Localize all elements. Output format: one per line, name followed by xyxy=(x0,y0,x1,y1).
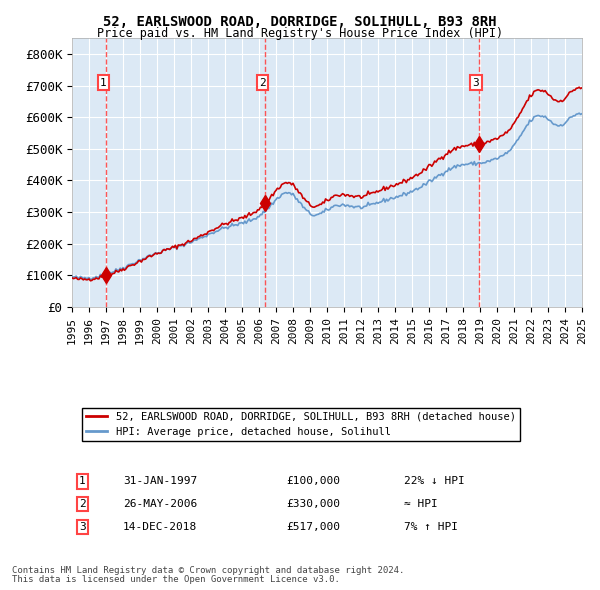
Text: £330,000: £330,000 xyxy=(286,499,340,509)
Text: 26-MAY-2006: 26-MAY-2006 xyxy=(123,499,197,509)
Text: 2: 2 xyxy=(79,499,86,509)
Text: £517,000: £517,000 xyxy=(286,522,340,532)
Text: 1: 1 xyxy=(100,77,107,87)
Legend: 52, EARLSWOOD ROAD, DORRIDGE, SOLIHULL, B93 8RH (detached house), HPI: Average p: 52, EARLSWOOD ROAD, DORRIDGE, SOLIHULL, … xyxy=(82,408,520,441)
Text: 2: 2 xyxy=(259,77,265,87)
Text: 3: 3 xyxy=(79,522,86,532)
Text: 22% ↓ HPI: 22% ↓ HPI xyxy=(404,476,464,486)
Text: 14-DEC-2018: 14-DEC-2018 xyxy=(123,522,197,532)
Text: This data is licensed under the Open Government Licence v3.0.: This data is licensed under the Open Gov… xyxy=(12,575,340,584)
Text: 3: 3 xyxy=(473,77,479,87)
Text: £100,000: £100,000 xyxy=(286,476,340,486)
Text: 7% ↑ HPI: 7% ↑ HPI xyxy=(404,522,458,532)
Text: 1: 1 xyxy=(79,476,86,486)
Text: Contains HM Land Registry data © Crown copyright and database right 2024.: Contains HM Land Registry data © Crown c… xyxy=(12,566,404,575)
Text: Price paid vs. HM Land Registry's House Price Index (HPI): Price paid vs. HM Land Registry's House … xyxy=(97,27,503,40)
Text: 52, EARLSWOOD ROAD, DORRIDGE, SOLIHULL, B93 8RH: 52, EARLSWOOD ROAD, DORRIDGE, SOLIHULL, … xyxy=(103,15,497,29)
Text: 31-JAN-1997: 31-JAN-1997 xyxy=(123,476,197,486)
Text: ≈ HPI: ≈ HPI xyxy=(404,499,437,509)
